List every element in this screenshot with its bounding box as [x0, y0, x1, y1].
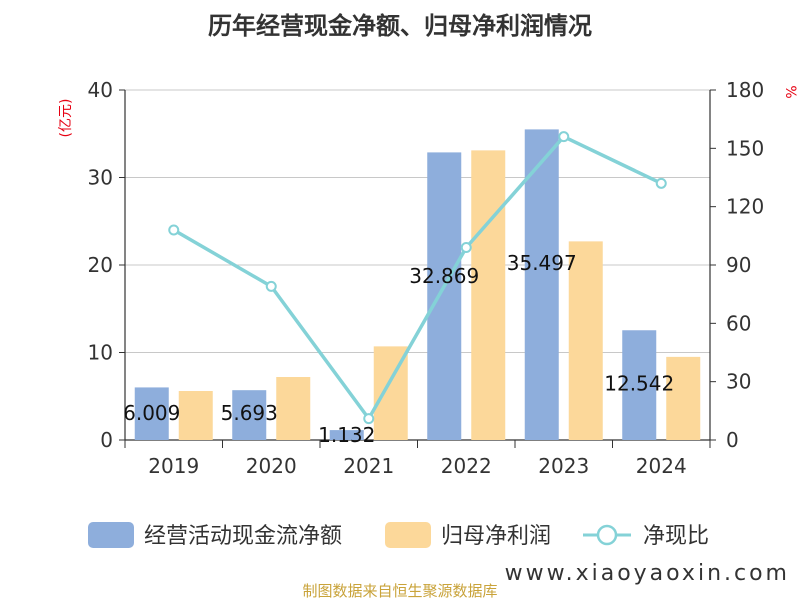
- left-tick-label-30: 30: [88, 166, 113, 190]
- ratio-point-2019: [168, 224, 180, 236]
- data-label-cashflow-2019: 6.009: [123, 401, 180, 425]
- x-tick-label-2023: 2023: [538, 454, 589, 478]
- left-tick-label-40: 40: [88, 78, 113, 102]
- right-tick-label-90: 90: [726, 253, 751, 277]
- legend-label-net-profit: 归母净利润: [441, 524, 551, 549]
- bar-cashflow-2023: [524, 129, 559, 440]
- data-label-cashflow-2020: 5.693: [221, 401, 278, 425]
- bar-net-profit-2020: [276, 377, 311, 440]
- grid-lines: [125, 89, 710, 353]
- x-tick-label-2020: 2020: [246, 454, 297, 478]
- axes: 0 10 20 30 40 0 30 60 90 120 150 180 (亿元)% 2019 2020 20…: [58, 78, 798, 478]
- ratio-point-2021: [363, 413, 375, 425]
- ratio-line: [168, 131, 667, 425]
- data-label-cashflow-2022: 32.869: [409, 264, 479, 288]
- left-axis-unit: (亿元): [58, 99, 74, 138]
- right-tick-label-30: 30: [726, 370, 751, 394]
- legend-marker-ratio: [596, 524, 618, 546]
- bar-net-profit-2019: [178, 391, 213, 440]
- legend-swatch-cashflow: [88, 522, 134, 548]
- right-axis-unit: %: [782, 85, 798, 98]
- data-label-cashflow-2024: 12.542: [604, 371, 674, 395]
- bar-cashflow-2022: [427, 152, 462, 441]
- left-tick-label-0: 0: [100, 428, 113, 452]
- bar-net-profit-2023: [568, 241, 603, 440]
- right-tick-label-60: 60: [726, 311, 751, 335]
- x-tick-label-2024: 2024: [636, 454, 687, 478]
- right-tick-label-120: 120: [726, 195, 764, 219]
- ratio-point-2024: [655, 177, 667, 189]
- right-tick-label-0: 0: [726, 428, 739, 452]
- source-note: 制图数据来自恒生聚源数据库: [302, 582, 497, 600]
- left-tick-label-10: 10: [88, 341, 113, 365]
- data-label-cashflow-2023: 35.497: [507, 251, 577, 275]
- ratio-point-2022: [460, 242, 472, 253]
- x-tick-label-2022: 2022: [441, 454, 492, 478]
- data-labels: 6.009 5.693 1.132 32.869 35.497 12.542: [123, 251, 674, 447]
- legend-label-cashflow: 经营活动现金流净额: [144, 524, 342, 549]
- bar-net-profit-2022: [471, 150, 506, 440]
- bars: [134, 129, 701, 441]
- ratio-point-2023: [558, 131, 570, 143]
- left-tick-label-20: 20: [88, 253, 113, 277]
- bar-cashflow-2021: [329, 430, 364, 440]
- bar-net-profit-2024: [666, 356, 701, 440]
- legend-label-ratio: 净现比: [643, 524, 709, 549]
- legend-swatch-net-profit: [385, 522, 431, 548]
- bar-cashflow-2020: [232, 390, 267, 440]
- ratio-line-path: [172, 134, 663, 421]
- ratio-point-2020: [265, 280, 277, 292]
- x-tick-label-2021: 2021: [343, 454, 394, 478]
- legend: 经营活动现金流净额 归母净利润 净现比: [88, 522, 709, 549]
- data-label-cashflow-2021: 1.132: [318, 423, 375, 447]
- right-tick-label-180: 180: [726, 78, 764, 102]
- bar-cashflow-2024: [622, 330, 657, 440]
- chart-title: 历年经营现金净额、归母净利润情况: [208, 12, 592, 40]
- right-tick-label-150: 150: [726, 136, 764, 160]
- watermark: www.xiaoyaoxin.com: [505, 561, 790, 586]
- x-tick-label-2019: 2019: [148, 454, 199, 478]
- bar-cashflow-2019: [134, 387, 169, 440]
